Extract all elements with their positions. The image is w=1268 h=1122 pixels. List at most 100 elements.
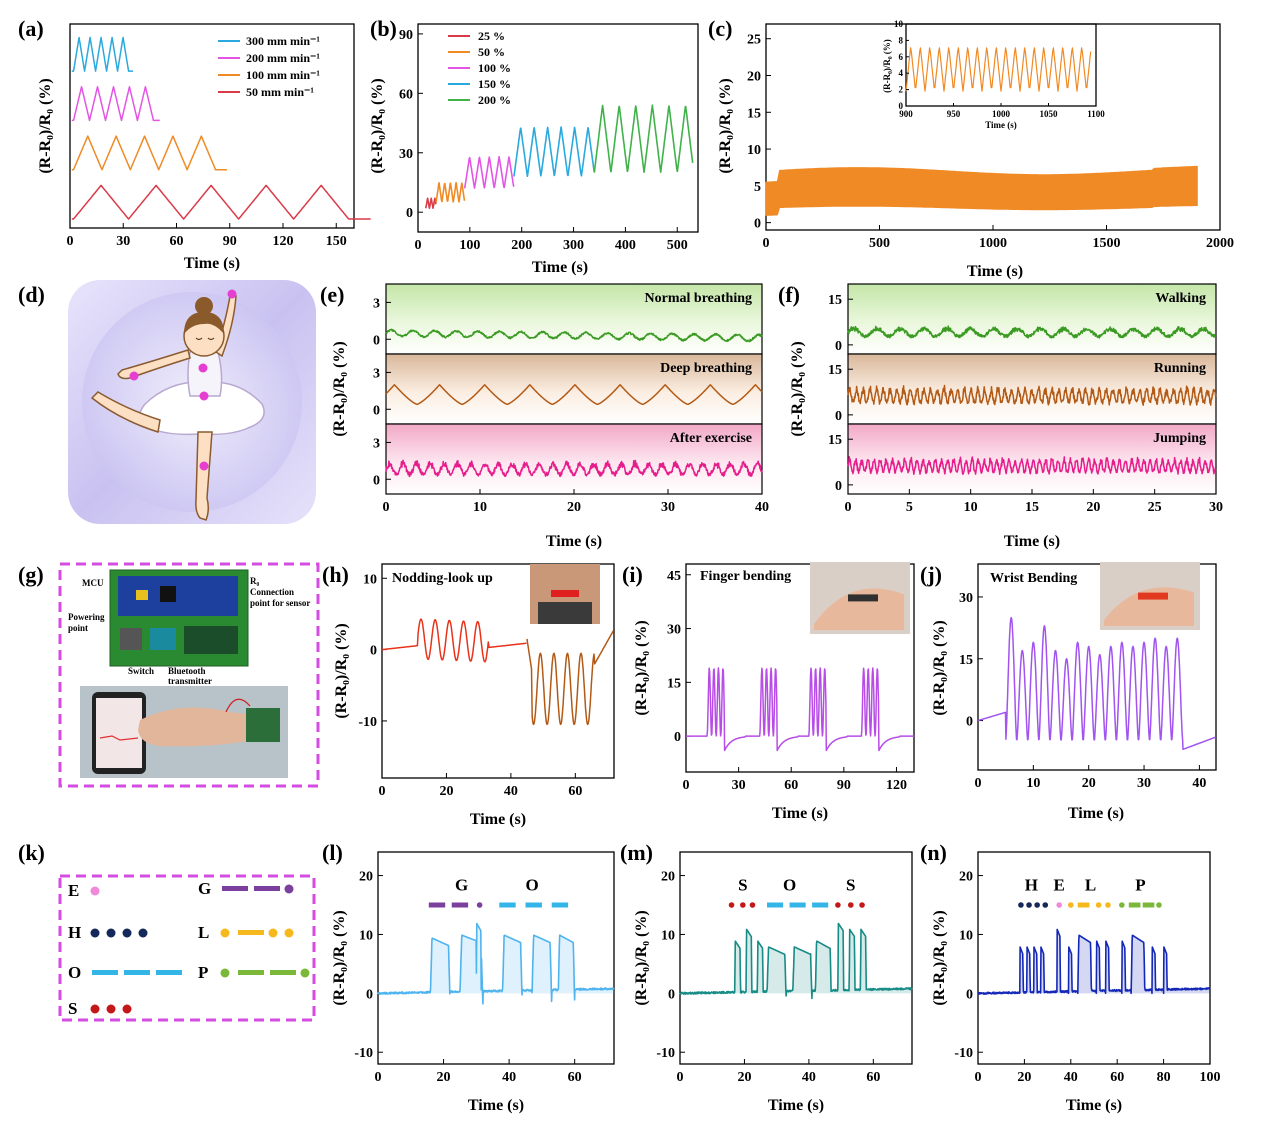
x-tick-label: 0 (379, 784, 386, 799)
series-1 (435, 181, 466, 203)
inset-x-tick-label: 950 (947, 109, 961, 119)
x-tick-label: 30 (1209, 500, 1223, 515)
sensor-dot (199, 461, 209, 471)
x-tick-label: 1500 (1093, 236, 1121, 251)
morse-dot (1034, 902, 1040, 908)
morse-legend-border (58, 874, 316, 1022)
y-tick-label: 0 (366, 987, 373, 1002)
legend-label: 50 % (478, 45, 505, 59)
panel-letter: (f) (778, 282, 800, 307)
label-powering: Powering (68, 612, 105, 622)
morse-dash (270, 970, 296, 975)
y-tick-label: 30 (959, 591, 973, 606)
morse-letter: G (198, 879, 211, 898)
y-tick-label: 0 (373, 333, 380, 348)
legend-label: 100 mm min⁻¹ (246, 68, 320, 82)
label-point-for-sensor: point for sensor (250, 598, 310, 608)
morse-letter-label: P (1135, 875, 1145, 894)
plot-frame (977, 851, 1211, 1065)
y-axis-label: (R-R₀)/R₀ (%) (331, 910, 348, 1005)
x-tick-label: 30 (661, 500, 675, 515)
morse-letter: L (198, 923, 209, 942)
series-morse-signal (679, 922, 913, 1000)
y-tick-label: 5 (754, 180, 761, 195)
morse-letter: P (198, 963, 208, 982)
y-tick-label: 0 (966, 987, 973, 1002)
series-0 (847, 325, 1217, 339)
legend-label: 150 % (478, 77, 511, 91)
x-tick-label: 20 (439, 784, 453, 799)
x-tick-label: 200 (511, 238, 532, 253)
y-tick-label: 0 (835, 409, 842, 424)
y-tick-label: 10 (661, 928, 675, 943)
x-tick-label: 100 (459, 238, 480, 253)
panel-letter: (k) (18, 840, 45, 865)
sub-plot-label: Normal breathing (645, 291, 752, 306)
legend-label: 200 % (478, 93, 511, 107)
morse-dot (476, 902, 483, 908)
sub-plot-label: Walking (1155, 291, 1206, 306)
y-tick-label: 15 (959, 653, 973, 668)
x-tick-label: 40 (502, 1070, 516, 1085)
label-switch: Switch (128, 666, 154, 676)
y-tick-label: 0 (373, 403, 380, 418)
morse-dot (220, 968, 230, 978)
inset-x-tick-label: 1100 (1087, 109, 1105, 119)
inset-y-tick-label: 0 (899, 101, 904, 111)
morse-letter-label: S (846, 875, 855, 894)
plot-frame (381, 563, 615, 779)
series-3 (71, 184, 371, 220)
morse-dot (300, 968, 310, 978)
morse-dash (92, 970, 118, 975)
x-tick-label: 0 (375, 1070, 382, 1085)
mcu-connector (136, 590, 148, 600)
series-3 (513, 126, 595, 177)
morse-dash (1142, 902, 1155, 908)
x-tick-label: 15 (1025, 500, 1039, 515)
dancer-left-arm (117, 349, 191, 380)
sub-plot-label: Jumping (1153, 431, 1206, 446)
y-tick-label: 20 (359, 870, 373, 885)
morse-dot (1018, 902, 1024, 908)
label-transmitter: transmitter (168, 676, 212, 686)
photo-sensor (551, 590, 579, 597)
photo-shirt (538, 602, 592, 624)
y-tick-label: 0 (674, 730, 681, 745)
morse-letter: H (68, 923, 81, 942)
morse-dot (835, 902, 841, 908)
series-4 (593, 104, 694, 173)
plot-frame (69, 23, 355, 229)
y-axis-label: (R-R₀)/R₀ (%) (37, 78, 54, 173)
x-tick-label: 30 (116, 234, 130, 249)
morse-dash (767, 902, 784, 908)
morse-dot (1105, 902, 1111, 908)
annotation-label: Wrist Bending (990, 571, 1077, 586)
morse-dash (124, 970, 150, 975)
series-2 (847, 455, 1217, 476)
panel-letter: (g) (18, 562, 44, 587)
y-tick-label: 0 (835, 339, 842, 354)
y-tick-label: -10 (358, 715, 377, 730)
x-axis-label: Time (s) (967, 263, 1023, 280)
morse-letter: S (68, 999, 77, 1018)
device-box-border (58, 562, 320, 788)
sensor-dot (198, 363, 208, 373)
panel-letter: (h) (322, 562, 349, 587)
y-tick-label: 60 (399, 87, 413, 102)
series-0 (425, 197, 437, 209)
panel-j: (j) 0 10 20 30 40 0 15 30 (R-R₀)/R₀ (%) Time (s) Wr… (920, 562, 1217, 822)
annotation-label: Nodding-look up (392, 571, 493, 586)
x-axis-label: Time (s) (546, 533, 602, 550)
morse-dot (740, 902, 746, 908)
panel-b: (b) 0 100 200 300 400 500 0 30 60 90 (R-R₀)/R₀ (%) T… (369, 16, 699, 276)
series-0 (71, 36, 133, 72)
photo-sensor (1138, 592, 1168, 600)
morse-dash (428, 902, 446, 908)
x-tick-label: 0 (975, 1070, 982, 1085)
panel-a: (a) 0 30 60 90 120 150 (R-R₀)/R₀ (%) Time (s) 300… (18, 16, 371, 272)
morse-dot (859, 902, 865, 908)
morse-dash (238, 970, 264, 975)
x-tick-label: 500 (869, 236, 890, 251)
y-tick-label: 10 (363, 572, 377, 587)
